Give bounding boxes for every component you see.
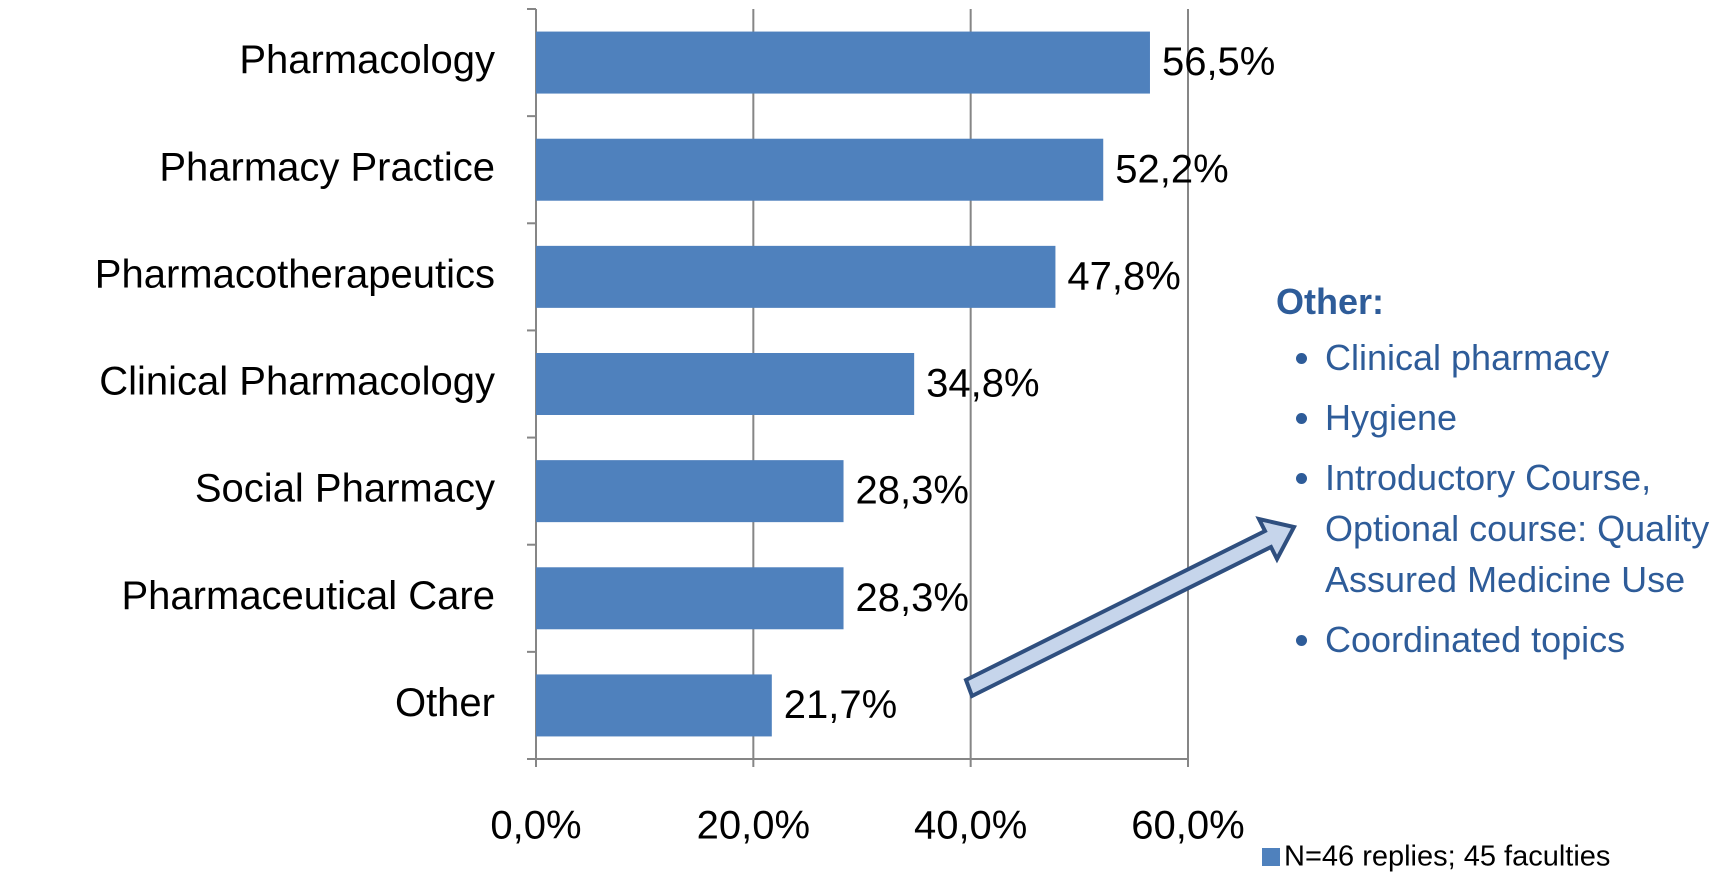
- data-label: 34,8%: [926, 362, 1039, 406]
- annotation-item: Clinical pharmacy: [1325, 332, 1712, 383]
- x-tick-label: 20,0%: [697, 804, 810, 848]
- bar: [536, 31, 1150, 94]
- bar: [536, 245, 1056, 308]
- category-label: Pharmaceutical Care: [122, 574, 496, 618]
- annotation: Other: Clinical pharmacy Hygiene Introduct…: [1276, 280, 1712, 674]
- data-label: 21,7%: [784, 683, 897, 727]
- x-tick-label: 60,0%: [1131, 804, 1244, 848]
- annotation-item: Coordinated topics: [1325, 614, 1712, 665]
- bar: [536, 460, 844, 523]
- category-label: Other: [395, 681, 495, 725]
- category-label: Social Pharmacy: [195, 467, 495, 511]
- bar: [536, 674, 772, 737]
- x-tick-label: 0,0%: [490, 804, 581, 848]
- data-label: 28,3%: [856, 576, 969, 620]
- legend-label: N=46 replies; 45 faculties: [1284, 841, 1610, 872]
- annotation-item: Introductory Course, Optional course: Qu…: [1325, 452, 1712, 605]
- callout-arrow: [963, 516, 1297, 699]
- category-label: Clinical Pharmacology: [99, 360, 495, 404]
- annotation-title: Other:: [1276, 281, 1384, 322]
- data-label: 47,8%: [1067, 254, 1180, 298]
- legend-swatch: [1262, 848, 1280, 866]
- data-label: 52,2%: [1115, 147, 1228, 191]
- bar: [536, 138, 1104, 201]
- annotation-list: Clinical pharmacy Hygiene Introductory Cou…: [1276, 332, 1712, 665]
- x-tick-label: 40,0%: [914, 804, 1027, 848]
- annotation-item: Hygiene: [1325, 392, 1712, 443]
- data-label: 28,3%: [856, 469, 969, 513]
- category-label: Pharmacy Practice: [159, 145, 495, 189]
- bar: [536, 353, 915, 415]
- category-label: Pharmacotherapeutics: [95, 252, 495, 296]
- data-label: 56,5%: [1162, 40, 1275, 84]
- bar: [536, 567, 844, 630]
- category-label: Pharmacology: [239, 38, 495, 82]
